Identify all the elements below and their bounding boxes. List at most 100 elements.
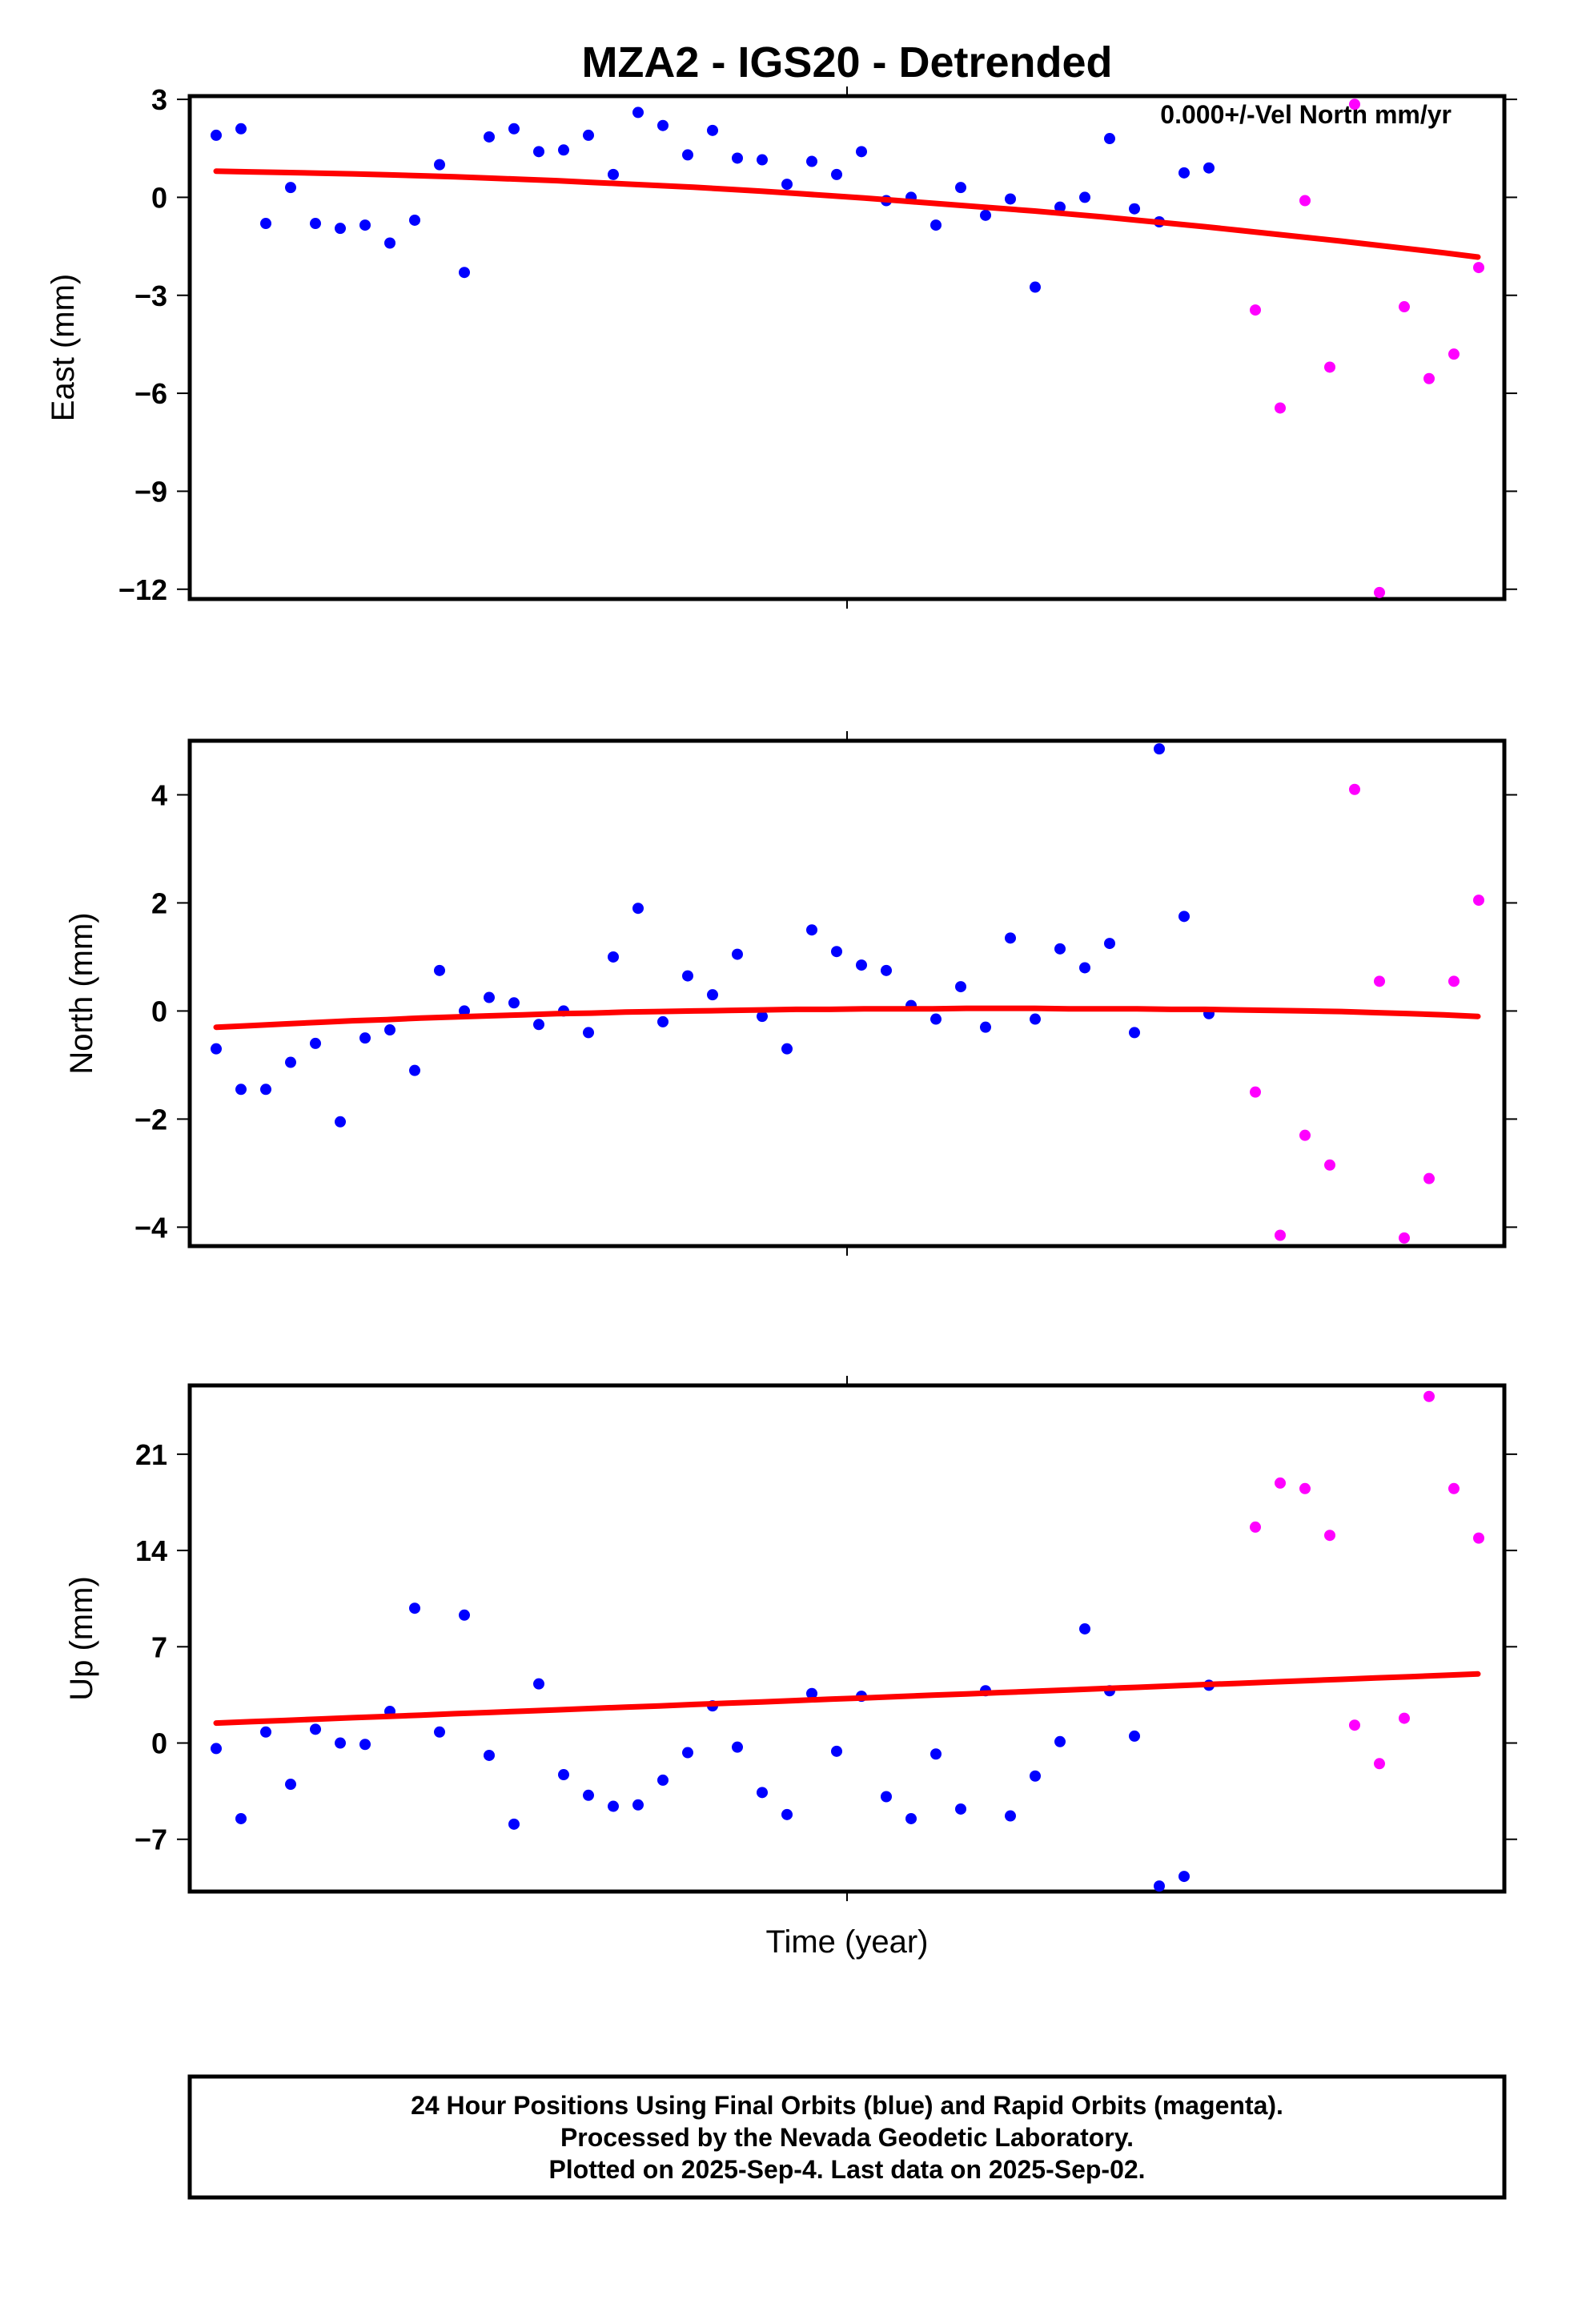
final-orbit-point: [955, 981, 966, 993]
final-orbit-point: [260, 1084, 271, 1096]
rapid-orbit-point: [1423, 1390, 1435, 1402]
final-orbit-point: [459, 267, 470, 279]
final-orbit-point: [757, 154, 768, 166]
final-orbit-point: [608, 1800, 619, 1812]
caption-box: [187, 2074, 1507, 2200]
final-orbit-point: [781, 1808, 793, 1820]
final-orbit-point: [1054, 201, 1066, 213]
final-orbit-point: [484, 1749, 495, 1761]
final-orbit-point: [459, 1609, 470, 1621]
final-orbit-point: [955, 182, 966, 194]
final-orbit-point: [732, 948, 743, 960]
final-orbit-point: [980, 209, 991, 221]
rapid-orbit-point: [1299, 1129, 1311, 1141]
final-orbit-point: [558, 144, 569, 156]
final-orbit-point: [409, 1064, 420, 1076]
rapid-orbit-point: [1275, 402, 1286, 414]
final-orbit-point: [1054, 943, 1066, 955]
final-orbit-point: [235, 123, 247, 135]
final-orbit-point: [583, 129, 594, 141]
y-tick-label: −2: [135, 1103, 167, 1136]
final-orbit-point: [657, 1774, 669, 1786]
final-orbit-point: [1079, 962, 1090, 974]
final-orbit-point: [1079, 191, 1090, 203]
final-orbit-point: [285, 1779, 296, 1791]
final-orbit-point: [508, 123, 520, 135]
final-orbit-point: [359, 1032, 371, 1044]
rapid-orbit-point: [1275, 1477, 1286, 1489]
rapid-orbit-point: [1349, 783, 1360, 795]
rapid-orbit-point: [1374, 1758, 1385, 1770]
y-tick-label: 0: [151, 995, 167, 1027]
rapid-orbit-point: [1250, 1521, 1261, 1533]
final-orbit-point: [1030, 281, 1041, 293]
rapid-orbit-point: [1349, 1719, 1360, 1731]
east-panel: 3 0 −3 −6 −9 −12 East (mm) 0.000+/-Vel North mm…: [46, 83, 1517, 609]
final-orbit-point: [831, 946, 842, 958]
y-tick-label: 21: [135, 1438, 167, 1471]
final-orbit-point: [434, 159, 445, 171]
final-orbit-point: [260, 218, 271, 230]
final-orbit-point: [856, 959, 867, 971]
y-tick-label: 14: [135, 1534, 167, 1567]
trend-fit-line: [213, 1671, 1481, 1727]
final-orbit-point: [384, 237, 396, 249]
final-orbit-point: [1030, 1013, 1041, 1025]
trend-fit-line: [213, 168, 1481, 260]
rapid-orbit-point: [1448, 975, 1460, 987]
caption-line-3: Plotted on 2025-Sep-4. Last data on 2025…: [548, 2155, 1145, 2184]
final-orbit-point: [1129, 203, 1140, 215]
final-orbit-point: [881, 1791, 892, 1803]
rapid-orbit-point: [1423, 1172, 1435, 1184]
final-orbit-point: [310, 1037, 321, 1049]
panel-frame: [187, 94, 1507, 601]
final-orbit-point: [434, 964, 445, 976]
final-orbit-point: [905, 1812, 917, 1824]
final-orbit-point: [682, 149, 693, 161]
final-orbit-point: [980, 1021, 991, 1033]
final-orbit-point: [682, 970, 693, 982]
y-tick-label: 7: [151, 1630, 167, 1663]
final-orbit-point: [508, 1818, 520, 1830]
final-orbit-point: [211, 129, 222, 141]
final-orbit-point: [310, 1723, 321, 1735]
final-orbit-point: [930, 1013, 942, 1025]
final-orbit-point: [732, 152, 743, 164]
rapid-orbit-point: [1250, 304, 1261, 316]
final-orbit-point: [583, 1789, 594, 1801]
rapid-orbit-point: [1324, 1530, 1335, 1542]
rapid-orbit-point: [1324, 361, 1335, 373]
rapid-orbit-point: [1299, 1482, 1311, 1494]
final-orbit-point: [1054, 1735, 1066, 1747]
final-orbit-point: [484, 131, 495, 143]
final-orbit-point: [632, 1799, 644, 1811]
caption-line-1: 24 Hour Positions Using Final Orbits (bl…: [411, 2091, 1283, 2120]
final-orbit-point: [1079, 1622, 1090, 1634]
rapid-orbit-point: [1374, 586, 1385, 598]
final-orbit-point: [285, 182, 296, 194]
rapid-orbit-point: [1473, 895, 1484, 907]
final-orbit-point: [657, 1015, 669, 1027]
final-orbit-point: [1154, 1880, 1165, 1892]
final-orbit-point: [831, 1745, 842, 1757]
rapid-orbit-point: [1374, 975, 1385, 987]
final-orbit-point: [335, 223, 346, 235]
final-orbit-point: [211, 1043, 222, 1055]
rapid-orbit-point: [1399, 301, 1410, 313]
final-orbit-point: [682, 1747, 693, 1759]
y-tick-label: −12: [118, 573, 167, 606]
final-orbit-point: [1129, 1730, 1140, 1742]
final-orbit-point: [608, 951, 619, 963]
final-orbit-point: [930, 1748, 942, 1760]
y-tick-label: 3: [151, 83, 167, 116]
y-axis-label: Up (mm): [64, 1576, 99, 1701]
final-orbit-point: [359, 1739, 371, 1751]
final-orbit-point: [707, 989, 718, 1001]
final-orbit-point: [1005, 932, 1016, 944]
final-orbit-point: [781, 1043, 793, 1055]
rapid-orbit-point: [1423, 372, 1435, 384]
y-tick-label: −4: [135, 1211, 167, 1244]
final-orbit-point: [434, 1726, 445, 1738]
final-orbit-point: [1005, 193, 1016, 205]
